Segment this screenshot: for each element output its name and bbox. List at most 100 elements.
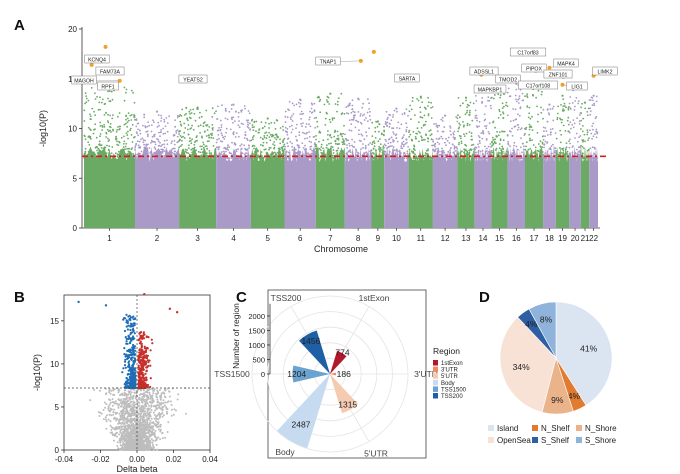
point-chr1	[110, 152, 113, 155]
point-chr6	[284, 121, 287, 123]
point-chr2	[154, 147, 157, 150]
point-chr4	[240, 147, 243, 150]
point-chr10	[396, 153, 399, 156]
ns-point	[151, 441, 154, 444]
point-chr18	[550, 145, 553, 148]
point-chr8	[353, 146, 356, 148]
point-chr21	[585, 157, 588, 159]
point-chr1	[123, 150, 125, 153]
point-chr1	[122, 157, 125, 160]
point-chr21	[586, 133, 589, 136]
point-chr1	[89, 115, 92, 118]
ns-point	[168, 395, 171, 398]
point-chr5	[283, 148, 286, 151]
point-chr1	[101, 98, 104, 101]
x-tick-label: 18	[545, 234, 554, 243]
point-chr7	[336, 157, 339, 160]
point-chr8	[345, 152, 348, 155]
point-chr15	[492, 142, 495, 145]
point-chr6	[298, 134, 301, 137]
point-chr12	[436, 126, 439, 129]
point-chr4	[234, 136, 237, 138]
point-chr2	[143, 116, 146, 119]
point-chr14	[481, 97, 484, 99]
point-chr6	[284, 126, 287, 129]
point-chr19	[557, 153, 560, 156]
ns-point	[133, 433, 135, 436]
point-chr22	[595, 130, 597, 133]
point-chr8	[347, 139, 350, 142]
point-chr2	[168, 115, 171, 117]
point-chr6	[299, 154, 302, 157]
ns-point	[107, 405, 110, 408]
point-chr20	[574, 137, 576, 139]
point-chr1	[99, 125, 102, 127]
ns-point	[108, 398, 110, 401]
point-chr5	[263, 148, 266, 151]
point-chr6	[287, 137, 290, 140]
point-chr1	[98, 101, 101, 104]
point-chr2	[143, 113, 146, 116]
point-chr2	[174, 119, 177, 121]
point-chr10	[387, 153, 389, 156]
point-chr20	[571, 157, 573, 160]
point-chr18	[549, 131, 552, 134]
point-chr6	[305, 132, 307, 135]
point-chr6	[296, 123, 298, 126]
point-chr6	[309, 110, 311, 113]
point-chr3	[197, 108, 199, 111]
point-chr5	[270, 121, 273, 124]
point-chr5	[251, 118, 254, 121]
point-chr11	[431, 106, 434, 108]
point-chr5	[283, 137, 286, 140]
point-chr9	[372, 148, 375, 150]
ns-point	[165, 410, 168, 413]
point-chr4	[237, 124, 240, 127]
chrom-band-12	[432, 146, 458, 228]
point-chr4	[221, 104, 223, 107]
point-chr12	[434, 150, 436, 153]
point-chr2	[173, 143, 176, 146]
point-chr7	[318, 157, 321, 160]
point-chr11	[423, 106, 426, 109]
point-chr4	[225, 127, 228, 130]
point-chr13	[462, 157, 464, 160]
point-chr2	[166, 122, 169, 124]
point-chr8	[353, 111, 356, 114]
ns-point	[144, 400, 147, 403]
ns-point	[133, 418, 136, 420]
point-chr8	[348, 119, 351, 121]
point-chr13	[463, 151, 465, 154]
point-chr20	[571, 102, 574, 104]
point-chr5	[269, 133, 272, 136]
point-chr10	[384, 138, 387, 141]
point-chr13	[466, 124, 469, 127]
point-chr7	[331, 119, 334, 121]
point-chr1	[85, 95, 87, 97]
point-chr2	[146, 130, 149, 133]
point-chr9	[379, 138, 381, 141]
point-chr4	[223, 152, 225, 155]
x-tick-label: 5	[266, 234, 271, 243]
point-chr13	[466, 122, 469, 125]
point-chr7	[322, 153, 325, 156]
point-chr15	[503, 130, 506, 133]
point-chr2	[147, 121, 150, 123]
point-chr18	[551, 107, 554, 110]
ns-point	[109, 407, 112, 410]
point-chr21	[581, 146, 584, 148]
ns-point	[134, 397, 137, 400]
point-chr1	[102, 155, 105, 158]
point-chr7	[315, 145, 318, 148]
point-chr6	[298, 131, 301, 134]
y-tick-label: 0	[73, 224, 78, 233]
point-chr1	[84, 138, 87, 141]
ns-point	[124, 401, 127, 404]
point-chr1	[103, 114, 106, 116]
point-chr18	[551, 127, 554, 130]
point-chr13	[466, 103, 469, 106]
hyper-point	[139, 340, 142, 343]
point-chr2	[173, 152, 175, 155]
point-chr16	[511, 127, 513, 130]
point-chr14	[487, 99, 489, 102]
